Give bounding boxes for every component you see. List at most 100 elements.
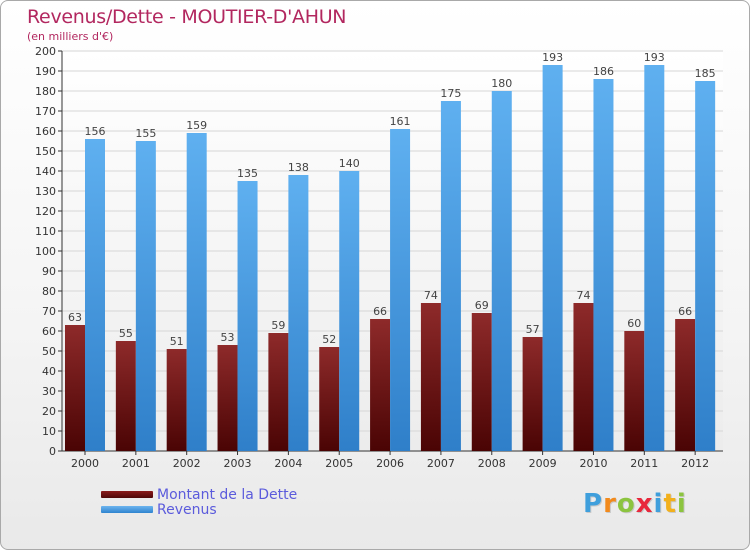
bar-revenus (186, 133, 207, 451)
x-tick-label: 2001 (122, 457, 150, 470)
x-tick-label: 2009 (529, 457, 557, 470)
data-label-dette: 60 (627, 317, 641, 330)
data-label-revenus: 140 (339, 157, 360, 170)
data-label-dette: 63 (68, 311, 82, 324)
data-label-revenus: 159 (186, 119, 207, 132)
bar-revenus (491, 91, 512, 451)
y-tick-label: 170 (35, 105, 56, 118)
y-tick-label: 60 (42, 325, 56, 338)
y-tick-label: 160 (35, 125, 56, 138)
y-tick-label: 40 (42, 365, 56, 378)
bar-dette (420, 303, 441, 451)
y-tick-label: 190 (35, 65, 56, 78)
chart-unit-subtitle: (en milliers d'€) (27, 30, 114, 43)
bar-dette (166, 349, 187, 451)
bar-revenus (339, 171, 360, 451)
legend-swatch-revenus (101, 506, 153, 513)
y-tick-label: 120 (35, 205, 56, 218)
y-tick-label: 10 (42, 425, 56, 438)
y-tick-label: 70 (42, 305, 56, 318)
data-label-revenus: 155 (135, 127, 156, 140)
data-label-revenus: 180 (491, 77, 512, 90)
data-label-dette: 52 (322, 333, 336, 346)
logo-letter: r (603, 489, 617, 519)
x-tick-label: 2007 (427, 457, 455, 470)
data-label-dette: 74 (576, 289, 590, 302)
y-tick-label: 110 (35, 225, 56, 238)
x-tick-label: 2005 (325, 457, 353, 470)
proxiti-logo: Proxiti (583, 489, 687, 519)
bar-dette (522, 337, 543, 451)
logo-letter: P (583, 489, 604, 519)
bar-dette (65, 325, 85, 451)
x-tick-label: 2011 (630, 457, 658, 470)
legend: Montant de la Dette Revenus (101, 486, 298, 518)
y-tick-label: 0 (49, 445, 56, 458)
bar-revenus (288, 175, 309, 451)
bar-dette (471, 313, 492, 451)
bar-revenus (695, 81, 716, 451)
bar-dette (268, 333, 289, 451)
logo-letter: i (676, 489, 687, 519)
data-label-revenus: 185 (695, 67, 716, 80)
legend-item-dette: Montant de la Dette (101, 486, 298, 503)
data-label-revenus: 193 (542, 51, 563, 64)
logo-letter: x (635, 489, 654, 519)
legend-label-revenus: Revenus (157, 501, 217, 518)
x-tick-label: 2003 (224, 457, 252, 470)
bar-dette (573, 303, 594, 451)
chart-title: Revenus/Dette - MOUTIER-D'AHUN (27, 6, 347, 28)
bar-revenus (542, 65, 563, 451)
y-tick-label: 30 (42, 385, 56, 398)
y-tick-label: 150 (35, 145, 56, 158)
bar-revenus (135, 141, 156, 451)
y-tick-label: 200 (35, 45, 56, 58)
data-label-revenus: 175 (440, 87, 461, 100)
y-tick-label: 100 (35, 245, 56, 258)
data-label-dette: 69 (475, 299, 489, 312)
logo-letter: t (663, 489, 677, 519)
data-label-dette: 66 (373, 305, 387, 318)
y-tick-label: 140 (35, 165, 56, 178)
x-tick-label: 2004 (274, 457, 302, 470)
x-tick-label: 2002 (173, 457, 201, 470)
y-tick-label: 180 (35, 85, 56, 98)
bar-revenus (440, 101, 461, 451)
data-label-revenus: 193 (644, 51, 665, 64)
legend-swatch-dette (101, 491, 153, 498)
bar-dette (115, 341, 136, 451)
legend-label-dette: Montant de la Dette (157, 486, 298, 503)
bar-revenus (593, 79, 614, 451)
data-label-revenus: 156 (85, 125, 106, 138)
data-label-revenus: 186 (593, 65, 614, 78)
x-tick-label: 2012 (681, 457, 709, 470)
x-tick-label: 2000 (71, 457, 99, 470)
data-label-dette: 59 (271, 319, 285, 332)
y-tick-label: 80 (42, 285, 56, 298)
data-label-dette: 53 (221, 331, 235, 344)
data-label-revenus: 161 (390, 115, 411, 128)
x-tick-label: 2010 (579, 457, 607, 470)
bar-revenus (390, 129, 411, 451)
data-label-revenus: 138 (288, 161, 309, 174)
data-label-dette: 51 (170, 335, 184, 348)
data-label-revenus: 135 (237, 167, 258, 180)
logo-letter: o (616, 489, 636, 519)
bar-dette (675, 319, 696, 451)
y-tick-label: 20 (42, 405, 56, 418)
data-label-dette: 55 (119, 327, 133, 340)
bar-dette (217, 345, 238, 451)
bar-revenus (644, 65, 665, 451)
y-tick-label: 130 (35, 185, 56, 198)
bar-dette (624, 331, 645, 451)
bar-dette (319, 347, 340, 451)
logo-letter: i (653, 489, 664, 519)
y-tick-label: 50 (42, 345, 56, 358)
bar-revenus (237, 181, 258, 451)
legend-item-revenus: Revenus (101, 501, 297, 518)
data-label-dette: 66 (678, 305, 692, 318)
bar-revenus (85, 139, 105, 451)
y-tick-label: 90 (42, 265, 56, 278)
